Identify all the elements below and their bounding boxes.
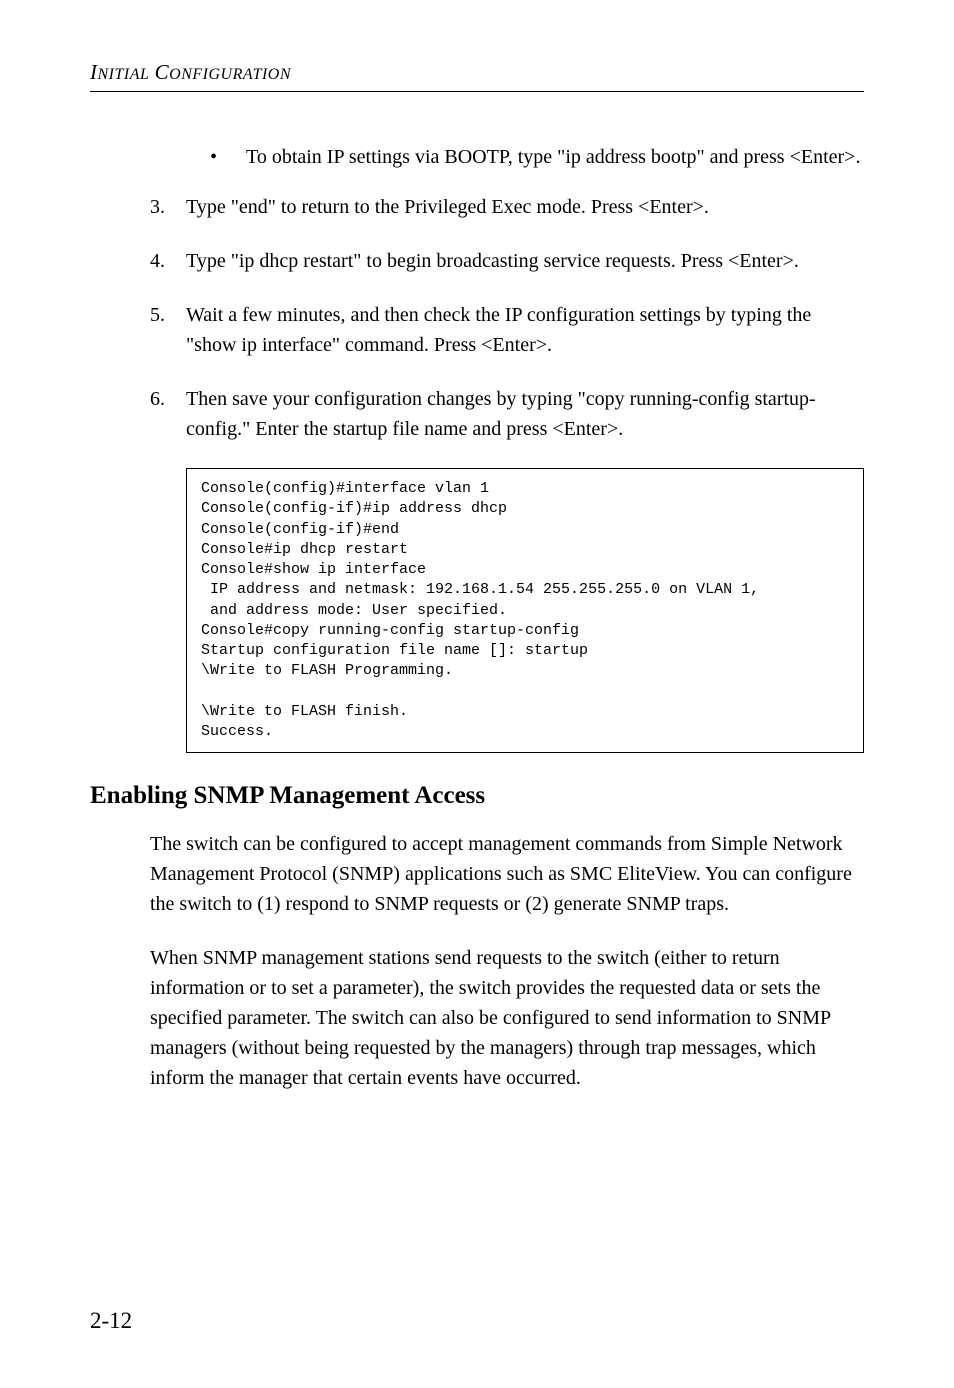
header-rule bbox=[90, 91, 864, 92]
step-3: 3. Type "end" to return to the Privilege… bbox=[150, 192, 864, 222]
step-text: Then save your configuration changes by … bbox=[186, 384, 864, 444]
step-text: Wait a few minutes, and then check the I… bbox=[186, 300, 864, 360]
paragraph-2: When SNMP management stations send reque… bbox=[150, 943, 864, 1093]
code-block: Console(config)#interface vlan 1 Console… bbox=[186, 468, 864, 753]
bullet-item: • To obtain IP settings via BOOTP, type … bbox=[150, 142, 864, 172]
running-header: INITIAL CONFIGURATION bbox=[90, 60, 864, 85]
step-number: 4. bbox=[150, 246, 186, 276]
step-text: Type "ip dhcp restart" to begin broadcas… bbox=[186, 246, 864, 276]
step-number: 6. bbox=[150, 384, 186, 444]
step-4: 4. Type "ip dhcp restart" to begin broad… bbox=[150, 246, 864, 276]
bullet-marker: • bbox=[210, 142, 246, 172]
paragraph-1: The switch can be configured to accept m… bbox=[150, 829, 864, 919]
step-5: 5. Wait a few minutes, and then check th… bbox=[150, 300, 864, 360]
step-6: 6. Then save your configuration changes … bbox=[150, 384, 864, 444]
bullet-text: To obtain IP settings via BOOTP, type "i… bbox=[246, 142, 864, 172]
body-content: • To obtain IP settings via BOOTP, type … bbox=[90, 142, 864, 1093]
step-number: 3. bbox=[150, 192, 186, 222]
step-number: 5. bbox=[150, 300, 186, 360]
page-number: 2-12 bbox=[90, 1308, 132, 1334]
section-heading: Enabling SNMP Management Access bbox=[90, 777, 864, 815]
step-text: Type "end" to return to the Privileged E… bbox=[186, 192, 864, 222]
